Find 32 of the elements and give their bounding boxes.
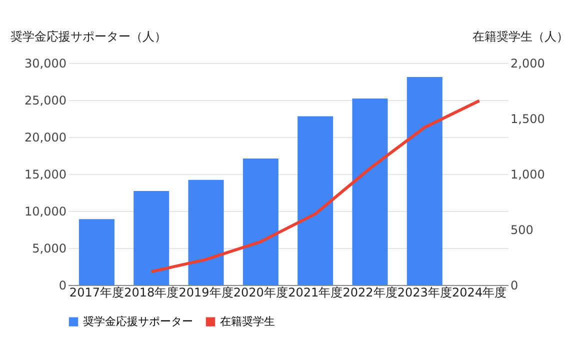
- bar: [298, 116, 334, 285]
- bar: [352, 98, 388, 285]
- y2-tick-label: 0: [510, 278, 518, 292]
- x-tick-label: 2024年度: [452, 286, 507, 300]
- x-tick-label: 2018年度: [124, 286, 179, 300]
- y2-tick-label: 2,000: [510, 56, 545, 70]
- legend-label: 奨学金応援サポーター: [83, 314, 193, 328]
- x-tick-label: 2021年度: [288, 286, 343, 300]
- y2-tick-label: 500: [510, 223, 534, 237]
- y2-tick-label: 1,500: [510, 112, 545, 126]
- bar: [188, 180, 224, 285]
- y-tick-label: 20,000: [24, 130, 66, 144]
- y-tick-label: 0: [58, 278, 66, 292]
- bar: [78, 219, 114, 285]
- y-tick-label: 10,000: [24, 204, 66, 218]
- line-series: [150, 99, 481, 274]
- y2-tick-label: 1,000: [510, 168, 545, 182]
- x-tick-label: 2019年度: [178, 286, 234, 300]
- x-tick-label: 2020年度: [233, 286, 288, 300]
- y2-axis-title: 在籍奨学生（人）: [472, 30, 568, 44]
- y-tick-label: 15,000: [24, 168, 66, 182]
- x-tick-label: 2023年度: [397, 286, 452, 300]
- y-axis-title: 奨学金応援サポーター（人）: [10, 30, 166, 44]
- x-tick-label: 2022年度: [342, 286, 398, 300]
- y-tick-label: 5,000: [32, 242, 66, 256]
- x-tick-label: 2017年度: [69, 286, 124, 300]
- legend-label: 在籍奨学生: [220, 314, 275, 328]
- y-tick-label: 30,000: [24, 56, 66, 70]
- bar: [406, 77, 442, 285]
- bar: [134, 191, 170, 285]
- y-tick-label: 25,000: [24, 94, 66, 108]
- bar: [242, 158, 278, 285]
